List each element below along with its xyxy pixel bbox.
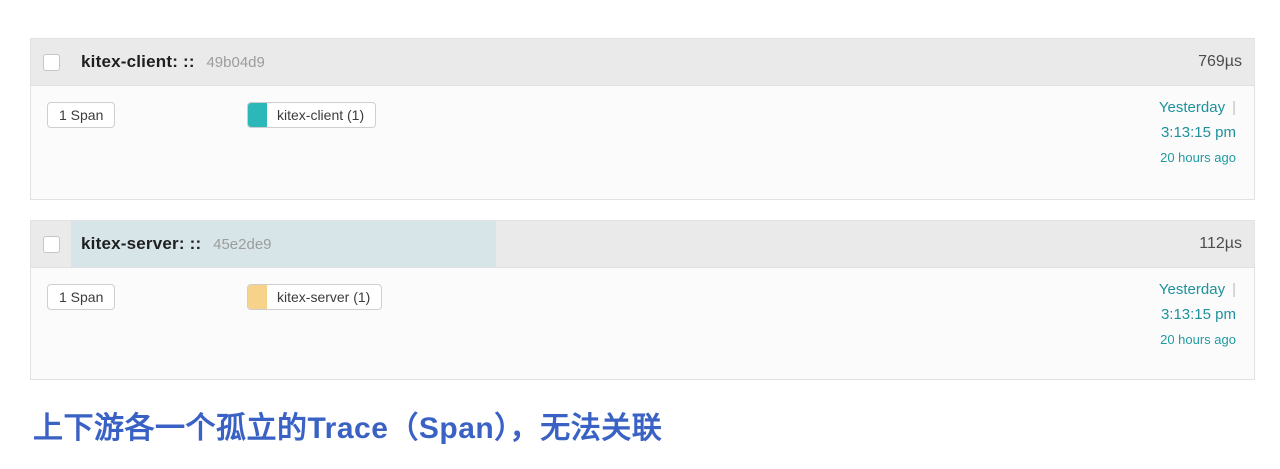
trace-duration-bar bbox=[71, 221, 496, 267]
trace-timestamp: Yesterday | 3:13:15 pm 20 hours ago bbox=[1159, 95, 1236, 170]
timestamp-divider: | bbox=[1232, 99, 1236, 116]
service-badge-label: kitex-server (1) bbox=[277, 289, 371, 305]
trace-header[interactable]: kitex-client: :: 49b04d9 769µs bbox=[31, 39, 1254, 86]
trace-card-body: 1 Span kitex-server (1) Yesterday | 3:13:… bbox=[31, 268, 1254, 379]
trace-service-operation: kitex-server: :: bbox=[81, 234, 202, 253]
trace-id-short: 49b04d9 bbox=[206, 54, 265, 71]
timestamp-time: 3:13:15 pm bbox=[1160, 124, 1236, 141]
trace-result-card-kitex-server: kitex-server: :: 45e2de9 112µs 1 Span ki… bbox=[30, 220, 1255, 380]
service-badge: kitex-client (1) bbox=[247, 102, 377, 128]
span-count-badge: 1 Span bbox=[47, 102, 116, 128]
service-badge: kitex-server (1) bbox=[247, 284, 383, 310]
timestamp-day-line: Yesterday | bbox=[1159, 277, 1236, 302]
timestamp-time: 3:13:15 pm bbox=[1160, 306, 1236, 323]
trace-result-card-kitex-client: kitex-client: :: 49b04d9 769µs 1 Span ki… bbox=[30, 38, 1255, 200]
timestamp-day-line: Yesterday | bbox=[1159, 95, 1236, 120]
trace-timestamp: Yesterday | 3:13:15 pm 20 hours ago bbox=[1159, 277, 1236, 352]
trace-id-short: 45e2de9 bbox=[213, 236, 272, 253]
trace-duration: 112µs bbox=[1199, 235, 1242, 252]
trace-title[interactable]: kitex-client: :: 49b04d9 bbox=[81, 52, 265, 72]
trace-card-body: 1 Span kitex-client (1) Yesterday | 3:13:… bbox=[31, 86, 1254, 199]
span-count-badge: 1 Span bbox=[47, 284, 116, 310]
trace-duration: 769µs bbox=[1198, 53, 1242, 70]
trace-service-operation: kitex-client: :: bbox=[81, 52, 195, 71]
service-badge-label: kitex-client (1) bbox=[277, 107, 365, 123]
trace-title[interactable]: kitex-server: :: 45e2de9 bbox=[81, 234, 272, 254]
trace-header[interactable]: kitex-server: :: 45e2de9 112µs bbox=[31, 221, 1254, 268]
service-color-chip bbox=[248, 103, 267, 127]
timestamp-day: Yesterday bbox=[1158, 281, 1226, 298]
timestamp-divider: | bbox=[1232, 281, 1236, 298]
trace-select-checkbox[interactable] bbox=[43, 53, 60, 71]
trace-select-checkbox[interactable] bbox=[43, 235, 60, 253]
annotation-text: 上下游各一个孤立的Trace（Span），无法关联 bbox=[33, 412, 663, 445]
timestamp-relative: 20 hours ago bbox=[1160, 150, 1236, 165]
timestamp-day: Yesterday bbox=[1158, 99, 1226, 116]
timestamp-relative: 20 hours ago bbox=[1160, 332, 1236, 347]
service-color-chip bbox=[248, 285, 267, 309]
